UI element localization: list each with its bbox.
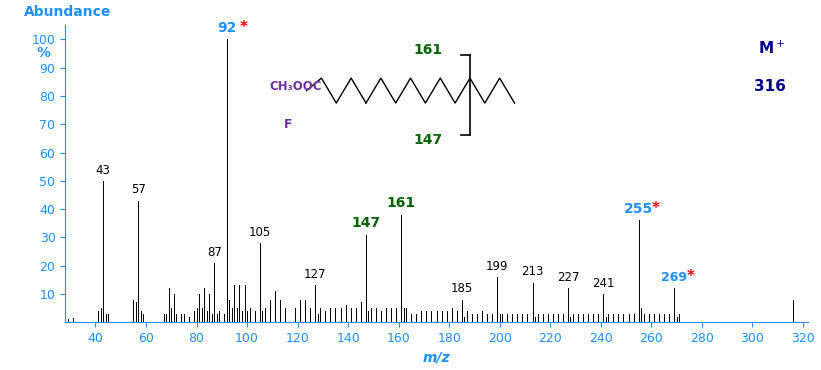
Text: F: F [284, 118, 293, 131]
Text: 161: 161 [387, 196, 415, 211]
Text: 105: 105 [249, 226, 271, 239]
Text: 185: 185 [451, 282, 473, 295]
Text: Abundance: Abundance [25, 5, 112, 19]
Text: 92: 92 [218, 21, 236, 35]
Text: 161: 161 [413, 44, 443, 57]
Text: 227: 227 [557, 271, 579, 284]
Text: 43: 43 [95, 164, 111, 176]
Text: 316: 316 [754, 79, 786, 94]
Text: 213: 213 [521, 265, 544, 278]
Text: %: % [37, 46, 51, 60]
Text: *: * [240, 20, 247, 35]
Text: 147: 147 [413, 132, 443, 147]
Text: 241: 241 [592, 277, 615, 290]
Text: 199: 199 [486, 260, 508, 273]
Text: *: * [686, 269, 695, 284]
Text: *: * [651, 201, 659, 216]
Text: 127: 127 [304, 268, 327, 281]
X-axis label: m/z: m/z [423, 350, 451, 364]
Text: 87: 87 [207, 246, 222, 259]
Text: 147: 147 [351, 216, 380, 230]
Text: 255: 255 [624, 202, 654, 216]
Text: 57: 57 [131, 183, 146, 196]
Text: 269: 269 [661, 271, 687, 284]
Text: CH₃OOC: CH₃OOC [269, 80, 322, 92]
Text: M$^+$: M$^+$ [759, 40, 786, 57]
